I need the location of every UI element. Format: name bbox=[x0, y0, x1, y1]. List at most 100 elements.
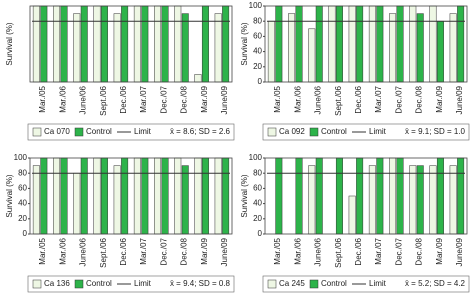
bar bbox=[194, 74, 202, 83]
legend-label: Limit bbox=[134, 279, 152, 288]
bar bbox=[222, 157, 230, 235]
y-tick-label: 40 bbox=[18, 199, 27, 208]
y-tick-label: 20 bbox=[18, 214, 27, 223]
bar bbox=[60, 5, 68, 83]
bar bbox=[328, 5, 336, 83]
legend-label: Control bbox=[86, 127, 112, 136]
legend-stat: x̄ = 9.4; SD = 0.8 bbox=[170, 279, 231, 288]
bar bbox=[429, 5, 437, 83]
x-tick-label: Mar./07 bbox=[139, 85, 148, 112]
bar bbox=[335, 157, 343, 235]
legend-frame bbox=[27, 275, 235, 293]
legend-label: Ca 136 bbox=[44, 279, 70, 288]
x-tick-label: June/09 bbox=[220, 85, 229, 114]
x-tick-label: June/06 bbox=[314, 237, 323, 266]
y-axis-label: Survival (%) bbox=[5, 22, 14, 65]
x-tick-label: Dec./07 bbox=[159, 85, 168, 113]
x-tick-label: Mar./06 bbox=[58, 85, 67, 112]
y-tick-label: 40 bbox=[253, 199, 262, 208]
y-axis-label: Survival (%) bbox=[5, 174, 14, 217]
bar bbox=[32, 5, 40, 83]
x-tick-label: Dec./06 bbox=[119, 237, 128, 265]
x-tick-label: Mar./09 bbox=[200, 85, 209, 112]
legend-label: Control bbox=[86, 279, 112, 288]
bar bbox=[161, 5, 169, 83]
y-tick-label: 80 bbox=[253, 16, 262, 25]
bar bbox=[288, 13, 296, 83]
legend-stat: x̄ = 5.2; SD = 4.2 bbox=[405, 279, 466, 288]
x-tick-label: Dec./07 bbox=[394, 85, 403, 113]
bar bbox=[174, 5, 182, 83]
x-tick-label: Dec./06 bbox=[354, 85, 363, 113]
legend-swatch bbox=[267, 279, 277, 289]
bar bbox=[368, 165, 376, 235]
y-axis-label: Survival (%) bbox=[240, 174, 249, 217]
bar bbox=[449, 165, 457, 235]
bar bbox=[181, 165, 189, 235]
y-tick-label: 100 bbox=[14, 153, 28, 162]
legend-stat: x̄ = 9.1; SD = 1.0 bbox=[405, 127, 466, 136]
bar bbox=[376, 5, 384, 83]
bar bbox=[80, 157, 88, 235]
bar bbox=[416, 13, 424, 83]
bar bbox=[121, 5, 129, 83]
bar bbox=[60, 157, 68, 235]
bar bbox=[356, 5, 364, 83]
y-tick-label: 20 bbox=[253, 214, 262, 223]
bar bbox=[222, 5, 230, 83]
bar bbox=[376, 157, 384, 235]
bar bbox=[389, 157, 397, 235]
bar bbox=[214, 157, 222, 235]
y-tick-label: 60 bbox=[253, 184, 262, 193]
y-tick-label: 60 bbox=[18, 184, 27, 193]
bar bbox=[133, 157, 141, 235]
bar bbox=[436, 20, 444, 83]
x-tick-label: Mar./09 bbox=[200, 237, 209, 264]
bar bbox=[121, 157, 129, 235]
y-tick-label: 100 bbox=[249, 1, 263, 10]
bar bbox=[348, 195, 356, 235]
plot-frame bbox=[29, 157, 233, 235]
plot-frame bbox=[29, 5, 233, 83]
y-axis-label: Survival (%) bbox=[240, 22, 249, 65]
bar bbox=[308, 165, 316, 235]
y-tick-label: 60 bbox=[253, 32, 262, 41]
x-tick-label: Sept./06 bbox=[334, 85, 343, 115]
bar bbox=[356, 157, 364, 235]
bar bbox=[315, 157, 323, 235]
legend-frame bbox=[262, 275, 470, 293]
x-tick-label: Sept./06 bbox=[334, 237, 343, 267]
bar bbox=[396, 5, 404, 83]
legend-label: Ca 092 bbox=[279, 127, 305, 136]
bar bbox=[73, 172, 81, 235]
legend-label: Ca 070 bbox=[44, 127, 70, 136]
x-tick-label: Mar./05 bbox=[38, 237, 47, 264]
bar bbox=[348, 5, 356, 83]
y-tick-label: 0 bbox=[258, 229, 263, 238]
legend-label: Ca 245 bbox=[279, 279, 305, 288]
x-tick-label: Dec./08 bbox=[415, 85, 424, 113]
bar bbox=[154, 157, 162, 235]
y-tick-label: 40 bbox=[253, 47, 262, 56]
bar bbox=[201, 157, 209, 235]
bar bbox=[141, 157, 149, 235]
bar bbox=[181, 13, 189, 83]
x-tick-label: Mar./07 bbox=[139, 237, 148, 264]
legend-swatch bbox=[32, 279, 42, 289]
bar bbox=[100, 157, 108, 235]
bar bbox=[295, 5, 303, 83]
legend-swatch bbox=[309, 127, 319, 137]
bar bbox=[389, 13, 397, 83]
bar bbox=[436, 157, 444, 235]
bar bbox=[32, 165, 40, 235]
bar bbox=[93, 157, 101, 235]
x-tick-label: Mar./05 bbox=[38, 85, 47, 112]
x-tick-label: Sept./06 bbox=[99, 237, 108, 267]
legend-label: Limit bbox=[369, 279, 387, 288]
bar bbox=[161, 157, 169, 235]
y-tick-label: 20 bbox=[253, 62, 262, 71]
bar bbox=[201, 5, 209, 83]
bar bbox=[275, 5, 283, 83]
bar bbox=[141, 5, 149, 83]
x-tick-label: Mar./09 bbox=[435, 237, 444, 264]
